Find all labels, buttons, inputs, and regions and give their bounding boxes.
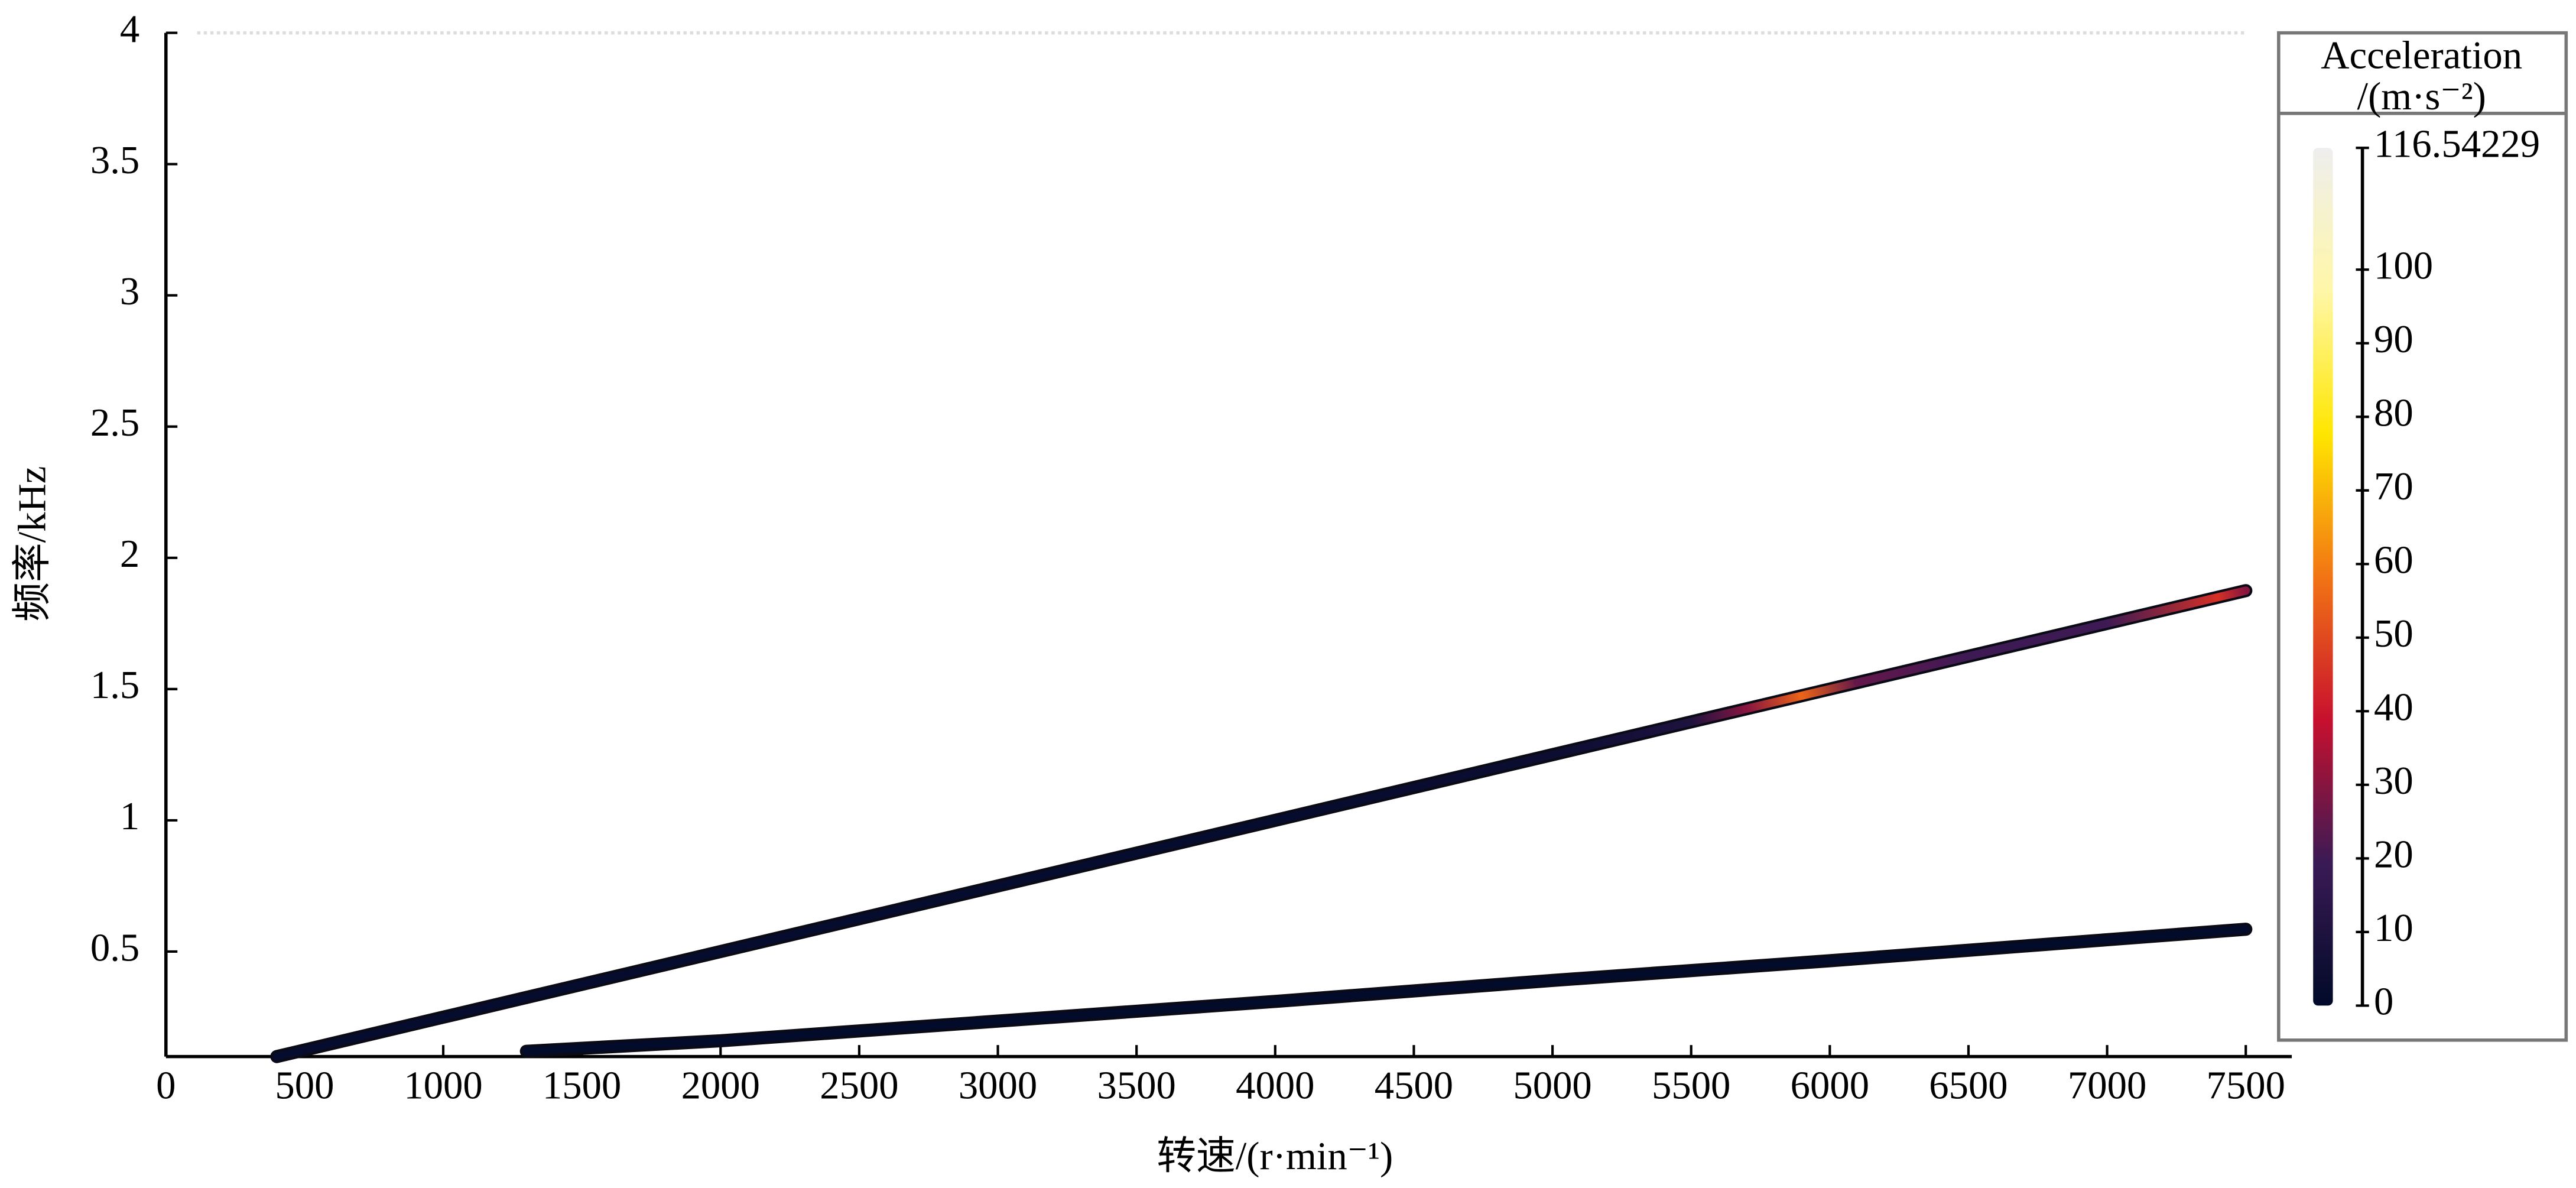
colorbar-gradient (2313, 148, 2333, 1006)
y-tick-label: 3 (120, 270, 139, 313)
colorbar-tick-label: 50 (2374, 612, 2413, 655)
acceleration-segment (1271, 976, 1557, 1006)
colorbar-tick-label: 80 (2374, 392, 2413, 435)
x-axis-label: 转速/(r·min⁻¹) (1157, 1135, 1393, 1178)
colorbar-tick-label: 30 (2374, 759, 2413, 803)
colorbar-tick-label: 70 (2374, 465, 2413, 508)
acceleration-segment (1271, 750, 1557, 825)
colorbar-tick-label: 90 (2374, 318, 2413, 361)
acceleration-segment (1742, 692, 1807, 713)
y-tick-label: 2.5 (90, 401, 139, 444)
x-tick-label: 0 (156, 1064, 176, 1108)
acceleration-segment (716, 881, 1002, 956)
acceleration-segment (439, 947, 725, 1021)
x-tick-label: 6500 (1929, 1064, 2007, 1108)
x-tick-label: 5500 (1652, 1064, 1730, 1108)
acceleration-segment (1798, 678, 1862, 700)
x-tick-label: 1000 (404, 1064, 482, 1108)
acceleration-segment (1548, 956, 1834, 985)
colorbar-tick-label: 0 (2374, 981, 2393, 1024)
acceleration-segment (522, 1036, 725, 1056)
acceleration-segment (1964, 619, 2112, 661)
colorbar-tick-label: 20 (2374, 833, 2413, 877)
colorbar-tick-label: 100 (2374, 245, 2433, 288)
colorbar-tick-label: 10 (2374, 907, 2413, 950)
x-tick-label: 1500 (543, 1064, 621, 1108)
x-tick-label: 7000 (2068, 1064, 2146, 1108)
colorbar-tick-label: 60 (2374, 539, 2413, 582)
y-tick-label: 3.5 (90, 139, 139, 182)
x-tick-label: 4500 (1375, 1064, 1453, 1108)
x-tick-label: 500 (275, 1064, 334, 1108)
x-tick-label: 3500 (1097, 1064, 1175, 1108)
colorbar-unit: /(m·s⁻²) (2357, 75, 2486, 118)
acceleration-segment (993, 997, 1279, 1025)
y-tick-label: 1.5 (90, 664, 139, 707)
acceleration-segment (2214, 586, 2250, 602)
colorbar-tick-label: 116.54229 (2374, 123, 2540, 166)
y-tick-label: 1 (120, 795, 139, 838)
acceleration-segment (2103, 925, 2250, 944)
x-tick-label: 6000 (1791, 1064, 1869, 1108)
acceleration-segment (1825, 936, 2112, 965)
x-tick-label: 3000 (959, 1064, 1037, 1108)
acceleration-segment (1853, 652, 1973, 687)
acceleration-segment (1687, 705, 1751, 726)
y-tick-label: 2 (120, 533, 139, 576)
x-tick-label: 4000 (1236, 1064, 1314, 1108)
acceleration-segment (1548, 718, 1695, 759)
x-tick-label: 7500 (2207, 1064, 2285, 1108)
acceleration-segment (272, 1013, 447, 1061)
acceleration-segment (993, 816, 1279, 890)
x-tick-label: 2500 (820, 1064, 898, 1108)
acceleration-segment (2103, 593, 2223, 628)
y-tick-label: 4 (120, 8, 139, 51)
x-tick-label: 2000 (681, 1064, 760, 1108)
acceleration-segment (716, 1017, 1002, 1045)
y-axis-label: 频率/kHz (11, 466, 54, 622)
colorbar-title: Acceleration (2321, 34, 2522, 77)
x-tick-label: 5000 (1513, 1064, 1591, 1108)
y-tick-label: 0.5 (90, 926, 139, 969)
colorbar-tick-label: 40 (2374, 686, 2413, 729)
